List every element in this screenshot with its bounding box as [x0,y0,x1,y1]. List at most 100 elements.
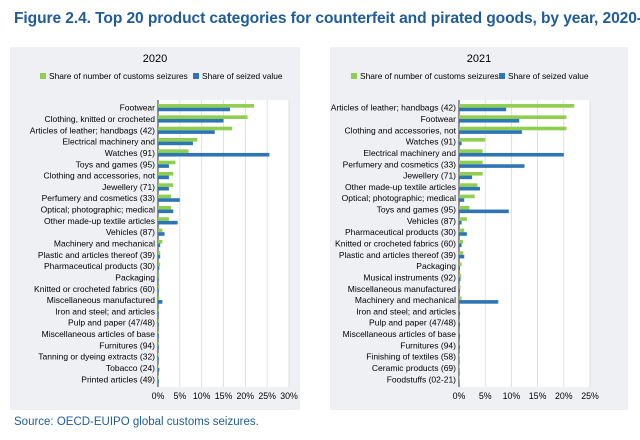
category-label-2021-11: Pharmaceutical products (30) [345,227,456,237]
bar-2021-seizures-19 [459,319,461,323]
bar-2021-value-24 [459,379,460,383]
bar-2020-value-3 [158,141,193,146]
category-label-2020-22: Tanning or dyeing extracts (32) [38,352,155,362]
bar-2020-value-2 [158,130,215,134]
category-label-2021-18: Iron and steel; and articles [356,306,456,316]
chart-2021-title: 2021 [467,53,491,65]
bar-2020-seizures-7 [158,183,174,187]
bar-2021-value-12 [459,243,462,248]
category-label-2021-13: Plastic and articles thereof (39) [339,250,456,260]
category-label-2021-8: Optical; photographic; medical [342,193,456,203]
bar-2021-value-18 [459,311,461,316]
category-label-2020-24: Printed articles (49) [81,374,155,384]
legend-label-2021-1: Share of seized value [508,71,589,81]
category-label-2021-0: Articles of leather; handbags (42) [331,103,456,113]
bar-2020-seizures-20 [158,330,159,335]
figure-title: Figure 2.4. Top 20 product categories fo… [14,10,640,27]
category-label-2021-21: Furnitures (94) [400,340,456,350]
category-label-2020-17: Miscellaneous manufactured [47,295,155,305]
x-tick-label-2021-1: 5% [479,391,492,401]
bar-2021-seizures-11 [459,228,465,233]
bar-2021-value-9 [459,209,509,214]
bar-2021-seizures-2 [459,126,567,131]
category-label-2021-2: Clothing and accessories, not [344,125,456,135]
bar-2020-seizures-3 [158,138,198,142]
legend-swatch-2020-0 [40,73,46,79]
bar-2021-value-23 [459,368,460,372]
bar-2020-value-19 [158,322,159,327]
bar-2021-seizures-22 [459,353,460,357]
x-tick-label-2021-0: 0% [453,391,466,401]
bar-2020-value-10 [158,220,178,225]
bar-2021-seizures-1 [459,115,567,119]
bar-2021-seizures-0 [459,104,575,108]
bar-2021-seizures-4 [459,149,483,153]
category-label-2021-17: Machinery and mechanical [355,295,456,305]
category-label-2021-7: Other made-up textile articles [345,182,456,192]
plot-area-2021 [459,100,590,387]
bar-2020-seizures-16 [158,285,160,289]
bar-2020-value-20 [158,334,159,338]
x-tick-label-2020-5: 25% [258,391,276,401]
bar-2020-seizures-4 [158,149,189,153]
bar-2021-seizures-20 [459,330,461,335]
category-label-2020-13: Plastic and articles thereof (39) [38,250,155,260]
bar-2021-seizures-17 [459,296,462,301]
bar-2021-value-0 [459,107,507,112]
bar-2020-value-21 [158,345,159,349]
bar-2021-value-7 [459,186,480,191]
bar-2020-seizures-5 [158,160,176,165]
bar-2021-value-2 [459,130,522,134]
category-label-2020-6: Clothing and accessories, not [43,171,155,181]
category-label-2020-0: Footwear [120,103,156,113]
category-label-2020-4: Watches (91) [105,148,155,158]
bar-2020-value-14 [158,266,160,270]
category-label-2020-8: Perfumery and cosmetics (33) [42,193,156,203]
bar-2021-seizures-12 [459,239,464,244]
category-label-2021-9: Toys and games (95) [377,205,457,215]
bar-2020-seizures-19 [158,319,159,323]
legend-swatch-2021-1 [499,73,505,79]
bar-2021-value-22 [459,356,460,361]
bar-2021-seizures-8 [459,194,475,199]
bar-2021-value-15 [459,277,461,282]
bar-2021-seizures-10 [459,217,467,221]
category-label-2020-9: Optical; photographic; medical [41,205,155,215]
legend-label-2021-0: Share of number of customs seizures [360,71,499,81]
legend-swatch-2021-0 [351,73,357,79]
bar-2021-value-21 [459,345,461,349]
legend-swatch-2020-1 [193,73,199,79]
bar-2020-seizures-8 [158,194,172,199]
category-label-2021-4: Electrical machinery and [363,148,456,158]
bar-2021-seizures-14 [459,262,462,267]
bar-2020-value-24 [158,379,159,383]
bar-2020-seizures-24 [158,375,159,380]
x-tick-label-2020-6: 30% [280,391,298,401]
category-label-2021-5: Perfumery and cosmetics (33) [343,159,457,169]
bar-2020-value-8 [158,198,180,202]
bar-2021-seizures-16 [459,285,461,289]
bar-2020-seizures-21 [158,341,159,346]
bar-2021-seizures-6 [459,171,483,176]
bar-2021-value-14 [459,266,461,270]
bar-2021-seizures-3 [459,138,486,142]
bar-2020-seizures-22 [158,353,159,357]
category-label-2021-1: Footwear [421,114,457,124]
bar-2020-value-12 [158,243,161,248]
category-label-2020-11: Vehicles (87) [106,227,155,237]
category-label-2021-16: Miscellaneous manufactured [348,284,456,294]
bar-2021-value-13 [459,254,465,259]
bar-2021-value-19 [459,322,461,327]
x-tick-label-2020-0: 0% [152,391,165,401]
category-label-2021-22: Finishing of textiles (58) [366,352,456,362]
bar-2020-seizures-13 [158,251,161,255]
category-label-2020-18: Iron and steel; and articles [55,306,155,316]
bar-2020-value-13 [158,254,161,259]
category-label-2021-19: Pulp and paper (47/48) [369,318,456,328]
category-label-2021-6: Jewellery (71) [403,171,456,181]
bar-2021-value-16 [459,288,461,293]
bar-2020-seizures-17 [158,296,160,301]
bar-2020-value-9 [158,209,174,214]
bar-2021-value-17 [459,300,499,304]
